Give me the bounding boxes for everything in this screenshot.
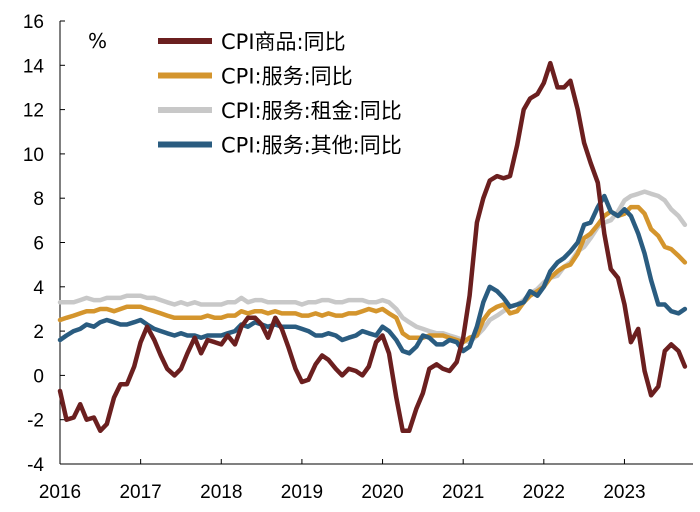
x-tick-label: 2020 [361,482,403,503]
y-tick-label: 0 [33,366,44,387]
x-tick-label: 2022 [523,482,565,503]
y-tick-label: 8 [33,189,44,210]
series-line-3 [57,189,688,345]
series-line-1 [57,60,688,434]
legend-label: CPI商品:同比 [221,30,346,54]
legend-item-4: CPI:服务:其他:同比 [158,134,402,158]
series-line-2 [57,204,688,345]
y-tick-label: 4 [33,278,44,299]
series-line-4 [57,193,688,356]
series-layer [57,60,688,434]
legend-label: CPI:服务:同比 [221,65,353,89]
y-tick-label: -4 [27,455,44,476]
y-unit-label: % [88,29,107,53]
legend-item-2: CPI:服务:同比 [158,65,353,89]
legend-label: CPI:服务:其他:同比 [221,134,402,158]
x-tick-label: 2021 [442,482,484,503]
x-tick-label: 2017 [119,482,161,503]
y-tick-label: 14 [23,56,45,77]
x-tick-label: 2018 [200,482,242,503]
x-tick-label: 2016 [39,482,81,503]
legend: CPI商品:同比 CPI:服务:同比 CPI:服务:租金:同比 CPI:服务:其他:同… [158,30,402,158]
y-tick-label: 2 [33,322,44,343]
y-tick-label: 10 [23,145,44,166]
y-tick-label: -2 [27,411,44,432]
legend-item-3: CPI:服务:租金:同比 [158,99,402,123]
legend-item-1: CPI商品:同比 [158,30,346,54]
legend-label: CPI:服务:租金:同比 [221,99,402,123]
x-tick-label: 2019 [281,482,323,503]
y-tick-label: 16 [23,12,44,33]
axes: -4 -2 0 2 4 6 8 10 12 14 16 2016 2017 2018 2019 2020 202… [23,12,693,503]
y-tick-label: 6 [33,234,44,255]
x-tick-label: 2023 [603,482,645,503]
y-tick-label: 12 [23,101,44,122]
